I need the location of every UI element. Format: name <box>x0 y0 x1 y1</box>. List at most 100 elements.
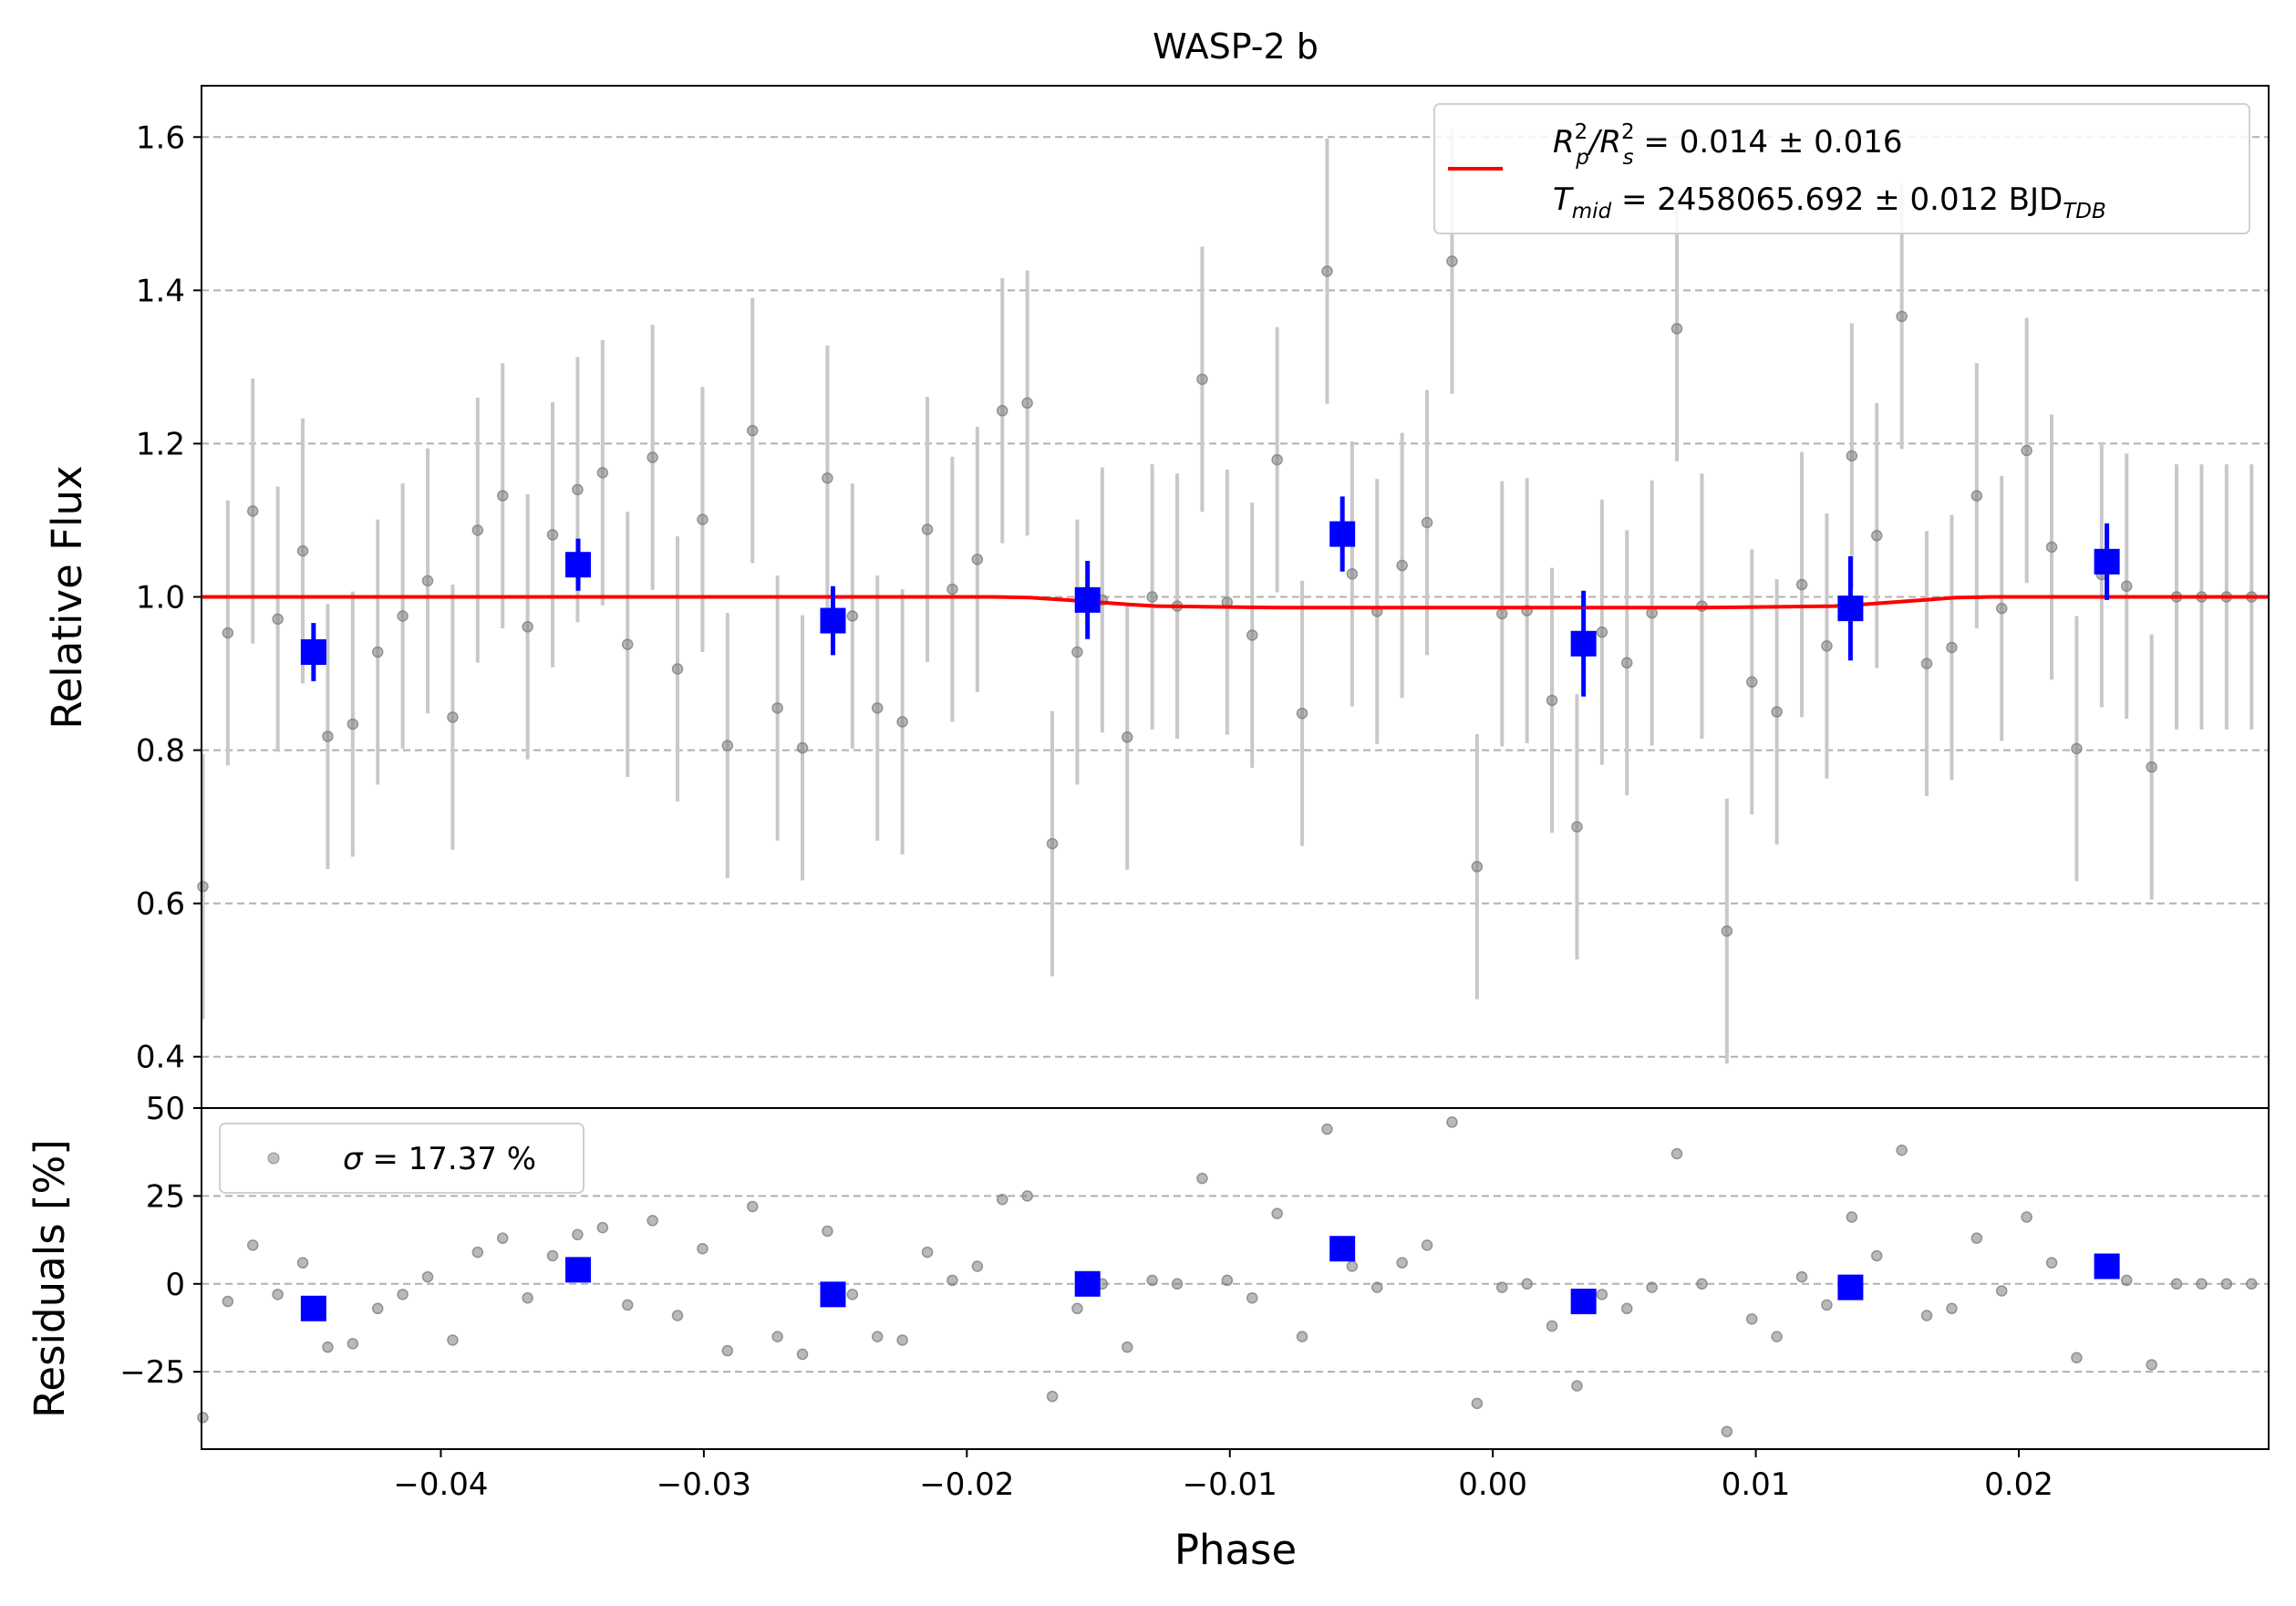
raw-data-point <box>421 575 434 587</box>
binned-residual-point <box>1074 1270 1101 1297</box>
binned-residual-point <box>1837 1274 1864 1300</box>
raw-data-point <box>1821 640 1833 652</box>
residual-point <box>2045 1257 2058 1269</box>
residual-point <box>822 1225 833 1238</box>
raw-data-point <box>1620 657 1633 669</box>
top-y-tick-label: 1.2 <box>136 426 185 462</box>
residual-point <box>1571 1380 1583 1392</box>
transit-model-line <box>202 595 2269 610</box>
residual-point <box>572 1228 584 1241</box>
residual-point <box>1771 1331 1783 1342</box>
bottom-y-tick-label: 25 <box>146 1178 185 1215</box>
top-y-tick-label: 0.4 <box>136 1040 185 1076</box>
residual-point <box>1546 1320 1558 1332</box>
residual-point <box>646 1215 658 1227</box>
raw-data-point <box>1495 607 1508 620</box>
residual-point <box>1446 1116 1458 1128</box>
raw-data-point <box>546 529 559 541</box>
raw-data-point <box>1421 516 1433 529</box>
raw-data-point <box>1121 731 1133 743</box>
binned-data-point <box>1074 586 1101 613</box>
binned-data-point <box>1837 596 1864 622</box>
residual-point <box>996 1193 1008 1206</box>
residual-point <box>1296 1331 1308 1342</box>
top-y-tick-label: 1.6 <box>136 119 185 156</box>
legend-tmid-t: T <box>1553 181 1574 218</box>
residual-point <box>1021 1190 1033 1202</box>
top-y-tick-label: 1.0 <box>136 580 185 616</box>
top-legend: R2 p/R2 s = 0.014 ± 0.016 Tmid = 2458065.6… <box>1433 103 2250 234</box>
residual-point <box>1896 1145 1908 1156</box>
bottom-y-ticks: −25 0 25 50 <box>119 1091 202 1391</box>
residual-point <box>796 1348 809 1361</box>
raw-data-point <box>946 583 958 596</box>
residual-point <box>522 1291 533 1304</box>
raw-data-point <box>1871 530 1883 542</box>
residual-point <box>596 1221 609 1234</box>
raw-data-point <box>971 554 984 565</box>
raw-data-point <box>296 544 309 557</box>
residual-point <box>846 1289 859 1300</box>
raw-data-point <box>496 490 509 502</box>
legend-depth-r1: R <box>1553 124 1575 161</box>
residual-point <box>1046 1390 1059 1403</box>
raw-data-point <box>1071 646 1083 658</box>
residual-point <box>946 1274 958 1287</box>
residual-point <box>1346 1260 1359 1272</box>
x-ticks: −0.04 −0.03 −0.02 −0.01 0.00 0.01 0.02 <box>393 1449 2053 1503</box>
residual-point <box>721 1344 734 1357</box>
legend-depth-mid: /R <box>1587 124 1621 161</box>
raw-data-point <box>1571 821 1583 833</box>
raw-data-point <box>1946 641 1958 654</box>
raw-data-point <box>1846 450 1858 462</box>
raw-data-point <box>1146 591 1158 603</box>
residual-point <box>1246 1291 1258 1304</box>
raw-data-point <box>1670 323 1683 335</box>
residual-point <box>1471 1397 1484 1410</box>
raw-data-point <box>1996 602 2008 615</box>
residual-point <box>771 1331 783 1342</box>
x-tick-label: −0.04 <box>393 1466 488 1503</box>
residual-point <box>2146 1359 2157 1371</box>
bottom-legend: σ = 17.37 % <box>219 1123 584 1194</box>
raw-data-point <box>2121 580 2133 592</box>
raw-data-point <box>896 716 908 728</box>
top-legend-box <box>1433 103 2250 234</box>
top-y-tick-label: 0.8 <box>136 733 185 770</box>
residual-point <box>1370 1281 1383 1293</box>
raw-data-point <box>1396 559 1408 572</box>
raw-data-point <box>2045 541 2058 554</box>
bottom-binned-series <box>300 1236 2120 1321</box>
raw-data-point <box>871 702 884 714</box>
raw-data-point <box>447 711 459 723</box>
residual-point <box>1946 1302 1958 1315</box>
residual-point <box>1646 1281 1658 1293</box>
bottom-legend-box <box>219 1123 584 1194</box>
raw-data-point <box>346 718 359 730</box>
residual-legend-sigma: σ <box>343 1141 364 1177</box>
bottom-plot-frame <box>201 1107 2270 1450</box>
residual-point <box>746 1200 759 1213</box>
residual-point <box>1696 1278 1708 1290</box>
raw-data-point <box>721 740 734 751</box>
residual-point <box>322 1341 334 1353</box>
residual-point <box>1171 1278 1184 1290</box>
legend-depth-value: = 0.014 ± 0.016 <box>1634 124 1903 161</box>
binned-residual-point <box>2094 1253 2120 1280</box>
residual-point <box>921 1246 934 1259</box>
raw-data-point <box>697 513 708 525</box>
residual-point <box>1521 1278 1533 1290</box>
raw-data-point <box>1446 255 1458 267</box>
raw-data-point <box>2071 742 2083 755</box>
raw-data-point <box>1795 578 1808 591</box>
raw-data-point <box>1271 453 1283 466</box>
residual-point <box>2021 1211 2032 1223</box>
raw-data-point <box>322 730 334 742</box>
raw-data-point <box>1721 925 1733 938</box>
binned-residual-point <box>820 1281 846 1308</box>
residual-point <box>2121 1274 2133 1287</box>
residual-point <box>1620 1302 1633 1315</box>
raw-data-point <box>1471 861 1484 873</box>
